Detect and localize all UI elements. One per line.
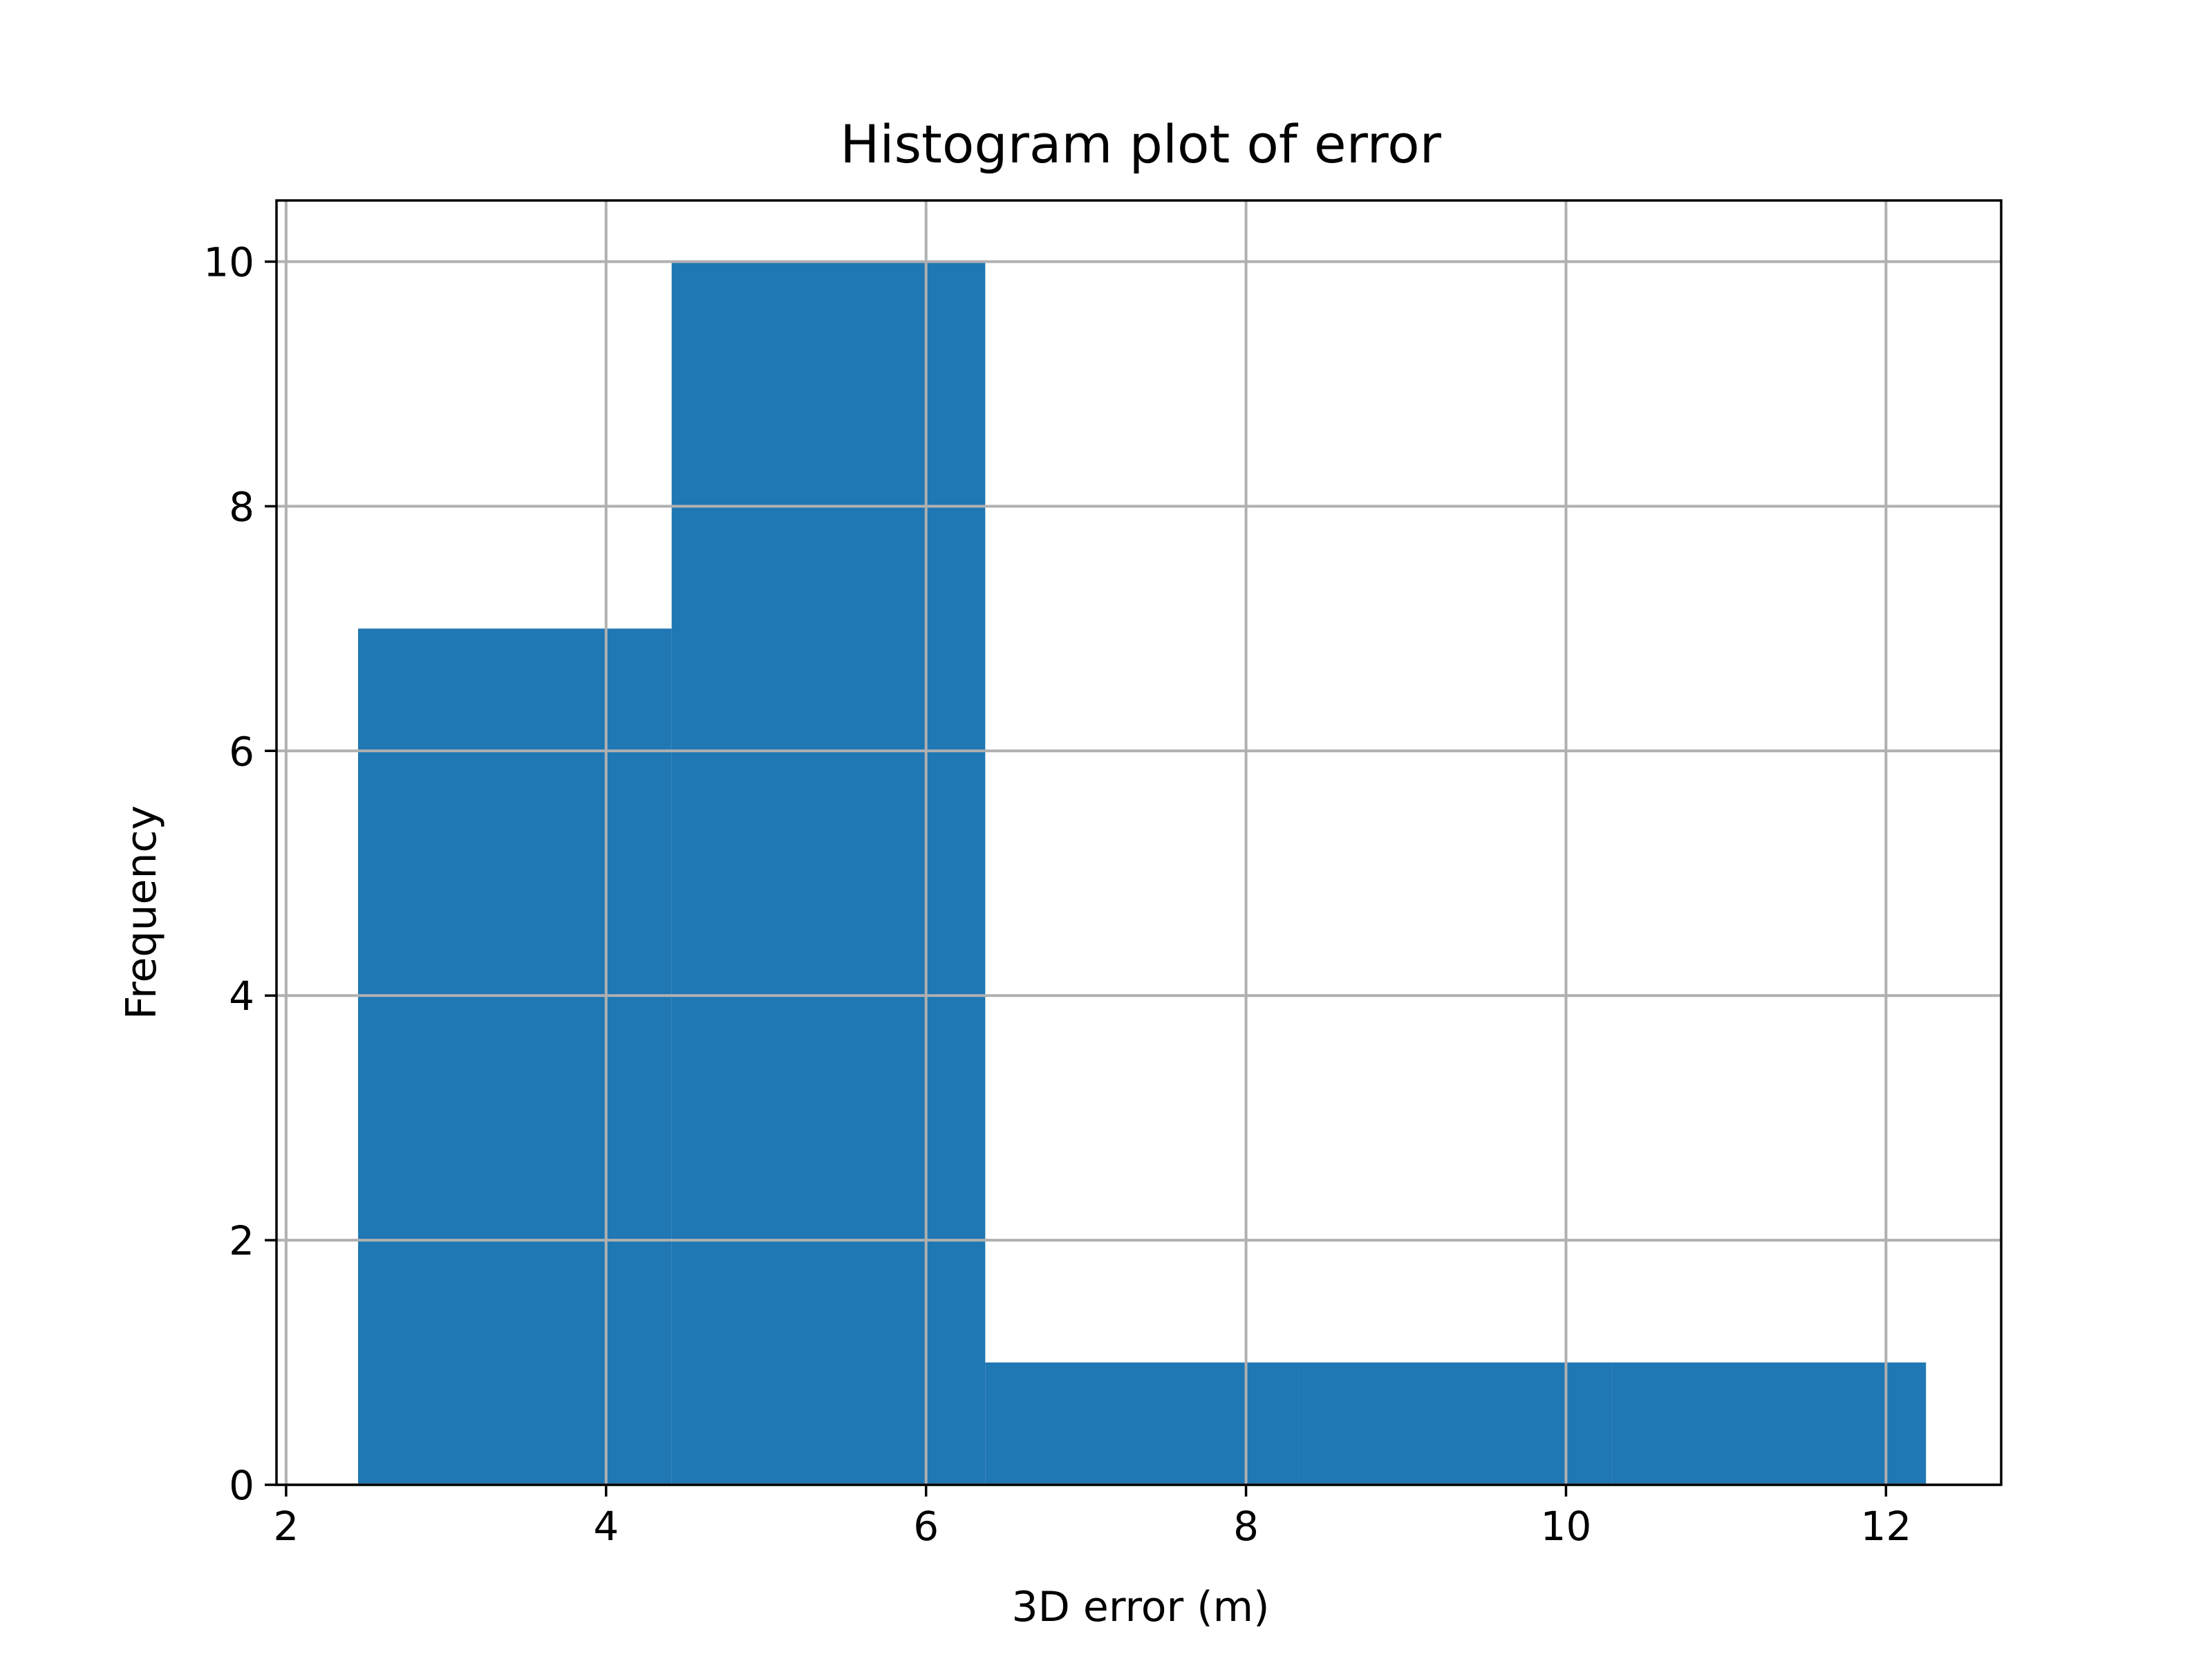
x-axis-ticks: 2 4 6 8 10 12 [273, 1485, 1911, 1550]
y-axis-ticks: 0 2 4 6 8 10 [203, 238, 276, 1509]
y-tick-label: 8 [229, 483, 254, 530]
histogram-bar [985, 1362, 1299, 1485]
y-tick-label: 6 [229, 728, 254, 775]
histogram-bar [358, 628, 672, 1485]
y-tick-label: 10 [203, 238, 254, 285]
x-tick-label: 6 [913, 1503, 939, 1550]
y-tick-label: 0 [229, 1462, 254, 1509]
x-axis-label: 3D error (m) [1011, 1583, 1269, 1631]
x-tick-label: 10 [1541, 1503, 1592, 1550]
x-tick-label: 4 [593, 1503, 619, 1550]
x-tick-label: 8 [1233, 1503, 1259, 1550]
chart-title: Histogram plot of error [840, 113, 1441, 175]
histogram-bar [671, 261, 986, 1485]
x-tick-label: 12 [1860, 1503, 1911, 1550]
histogram-bar [1298, 1362, 1613, 1485]
y-axis-label: Frequency [118, 805, 166, 1020]
x-tick-label: 2 [273, 1503, 299, 1550]
histogram-bar [1612, 1362, 1927, 1485]
y-tick-label: 2 [229, 1217, 254, 1264]
y-tick-label: 4 [229, 973, 254, 1020]
axes [275, 199, 2003, 1486]
plot-frame [275, 199, 2003, 1486]
